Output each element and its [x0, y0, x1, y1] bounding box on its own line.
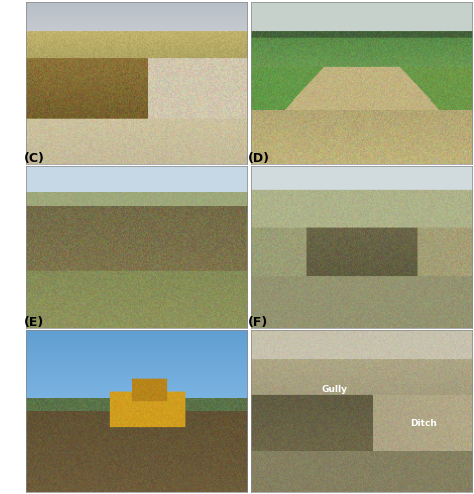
Text: Ditch: Ditch	[410, 419, 437, 428]
Text: (A): (A)	[24, 0, 45, 1]
Text: (B): (B)	[248, 0, 270, 1]
Text: Gully: Gully	[321, 385, 347, 394]
Text: (F): (F)	[248, 316, 269, 329]
Text: (D): (D)	[248, 152, 270, 165]
Text: (E): (E)	[24, 316, 44, 329]
Text: (C): (C)	[24, 152, 45, 165]
